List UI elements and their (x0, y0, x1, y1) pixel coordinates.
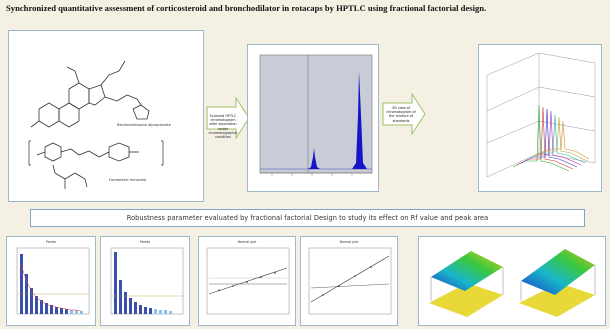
chromatogram-plot (259, 54, 373, 176)
normal-plot-panel-1: Normal plot (198, 236, 296, 326)
pareto-chart-1 (16, 247, 90, 315)
pareto-panel-2: Pareto (100, 236, 190, 326)
surface-1 (429, 251, 504, 317)
surface-2 (519, 249, 596, 317)
normal-plot-chart-1 (206, 247, 290, 315)
arrow-2-note: 3D view of chromatogram of the mixture o… (386, 106, 416, 123)
compound-2-label: Formoterol fumarate (109, 178, 147, 182)
chromatogram-panel (247, 44, 379, 192)
normal-plot-2-title: Normal plot (339, 240, 359, 244)
arrow-right-icon (382, 92, 426, 136)
response-surfaces (429, 249, 596, 317)
peak-2 (352, 71, 367, 169)
chemical-structures: Beclomethasone dipropionate Formoterol f… (28, 60, 172, 189)
arrow-1-note: Scanned HPTLC chromatogram after separat… (208, 114, 238, 140)
3d-chromatogram-panel (478, 44, 602, 192)
arrow-right-icon (206, 96, 250, 140)
robustness-banner: Robustness parameter evaluated by fracti… (30, 209, 585, 227)
pareto-chart-2 (110, 247, 184, 315)
normal-plot-panel-2: Normal plot (300, 236, 398, 326)
pareto-2-title: Pareto (139, 240, 151, 244)
pareto-panel-1: Pareto (6, 236, 96, 326)
normal-plot-chart-2 (308, 247, 392, 315)
response-surface-panel (418, 236, 606, 326)
normal-plot-1-title: Normal plot (237, 240, 257, 244)
peak-1 (308, 148, 320, 169)
3d-plot (486, 52, 596, 178)
pareto-1-title: Pareto (45, 240, 57, 244)
compound-1-label: Beclomethasone dipropionate (117, 123, 172, 127)
structures-panel: Beclomethasone dipropionate Formoterol f… (8, 30, 204, 202)
figure-title: Synchronized quantitative assessment of … (6, 3, 487, 13)
